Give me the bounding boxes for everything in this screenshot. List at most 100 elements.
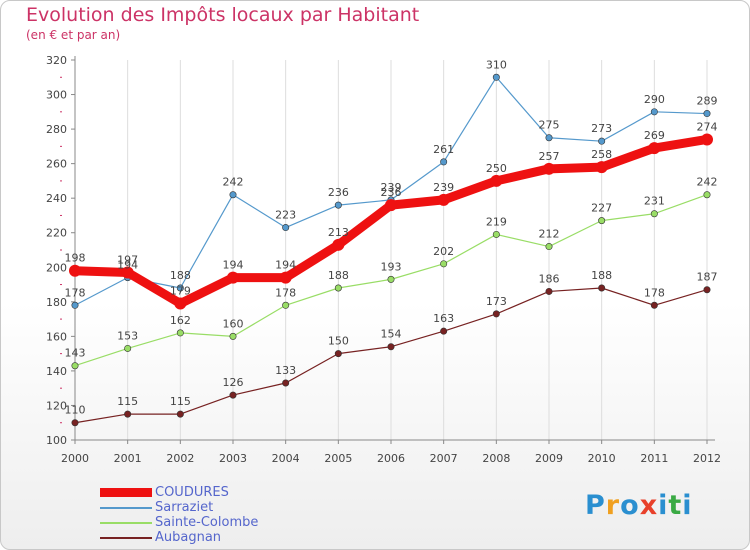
- x-tick-label: 2007: [430, 452, 458, 465]
- data-point: [69, 264, 81, 277]
- data-label: 242: [223, 176, 244, 189]
- legend-swatch: [100, 522, 152, 524]
- data-label: 178: [65, 286, 86, 299]
- y-tick-label: 260: [46, 158, 67, 171]
- data-label: 188: [170, 269, 191, 282]
- y-tick-label: 180: [46, 296, 67, 309]
- data-point: [595, 161, 608, 174]
- legend-label: Sainte-Colombe: [155, 515, 259, 530]
- data-point: [703, 286, 711, 294]
- data-point: [385, 199, 397, 212]
- data-point: [440, 158, 448, 166]
- x-tick-label: 2009: [535, 452, 563, 465]
- data-label: 188: [328, 269, 349, 282]
- data-label: 115: [170, 395, 191, 408]
- y-tick-label: 100: [46, 434, 67, 447]
- data-label: 202: [433, 245, 454, 258]
- data-label: 186: [539, 272, 560, 285]
- data-point: [650, 210, 658, 218]
- data-label: 227: [591, 202, 612, 215]
- data-point: [648, 142, 661, 155]
- data-point: [71, 362, 79, 370]
- data-point: [282, 301, 290, 309]
- x-tick-label: 2005: [324, 452, 352, 465]
- x-tick-label: 2001: [114, 452, 142, 465]
- y-tick-label: 240: [46, 192, 67, 205]
- data-label: 110: [65, 404, 86, 417]
- legend-swatch: [100, 488, 152, 497]
- data-label: 178: [275, 286, 296, 299]
- legend-label: Sarraziet: [155, 500, 214, 515]
- x-tick-label: 2012: [693, 452, 721, 465]
- data-label: 115: [117, 395, 138, 408]
- data-point: [71, 301, 79, 309]
- y-tick-label: 140: [46, 365, 67, 378]
- data-point: [440, 327, 448, 335]
- x-tick-label: 2011: [640, 452, 668, 465]
- y-tick-label: 220: [46, 227, 67, 240]
- data-label: 310: [486, 58, 507, 71]
- data-label: 261: [433, 143, 454, 156]
- data-label: 187: [697, 271, 718, 284]
- data-point: [229, 191, 237, 199]
- data-point: [492, 230, 500, 238]
- data-label: 188: [591, 269, 612, 282]
- data-point: [545, 134, 553, 142]
- logo-letter: P: [585, 490, 606, 521]
- data-label: 194: [223, 259, 244, 272]
- data-label: 194: [275, 259, 296, 272]
- logo-letter: i: [658, 490, 669, 521]
- data-point: [124, 410, 132, 418]
- x-tick-label: 2006: [377, 452, 405, 465]
- data-label: 194: [117, 259, 138, 272]
- data-point: [490, 174, 503, 187]
- data-point: [282, 224, 290, 232]
- data-point: [650, 108, 658, 116]
- data-label: 213: [328, 226, 349, 239]
- data-label: 179: [170, 285, 191, 298]
- y-tick-label: 160: [46, 330, 67, 343]
- data-point: [332, 238, 345, 251]
- logo-letter: o: [620, 490, 640, 521]
- y-tick-label: 300: [46, 89, 67, 102]
- legend-label: COUDURES: [155, 485, 229, 500]
- y-tick-label: 200: [46, 261, 67, 274]
- data-point: [598, 137, 606, 145]
- legend-swatch: [100, 507, 152, 509]
- data-point: [703, 191, 711, 199]
- logo-letter: x: [639, 490, 659, 521]
- data-point: [121, 266, 134, 279]
- data-label: 269: [644, 129, 665, 142]
- data-point: [176, 284, 184, 292]
- data-label: 242: [697, 176, 718, 189]
- logo-letter: i: [682, 490, 693, 521]
- y-tick-label: 320: [46, 54, 67, 67]
- data-label: 197: [117, 253, 138, 266]
- data-label: 273: [591, 122, 612, 135]
- data-point: [176, 410, 184, 418]
- data-label: 231: [644, 195, 665, 208]
- data-point: [71, 419, 79, 427]
- x-tick-label: 2004: [272, 452, 300, 465]
- data-point: [598, 284, 606, 292]
- data-label: 178: [644, 286, 665, 299]
- legend-label: Aubagnan: [155, 530, 222, 545]
- chart-subtitle: (en € et par an): [26, 28, 121, 42]
- data-point: [437, 193, 450, 206]
- data-label: 223: [275, 209, 296, 222]
- data-label: 236: [328, 186, 349, 199]
- data-label: 290: [644, 93, 665, 106]
- data-point: [227, 271, 239, 284]
- data-point: [334, 201, 342, 209]
- x-tick-label: 2010: [588, 452, 616, 465]
- data-label: 173: [486, 295, 507, 308]
- data-point: [650, 301, 658, 309]
- data-point: [440, 260, 448, 268]
- data-point: [492, 73, 500, 81]
- data-label: 153: [117, 329, 138, 342]
- data-point: [229, 391, 237, 399]
- logo-letter: r: [605, 490, 621, 521]
- data-label: 239: [381, 181, 402, 194]
- data-label: 258: [591, 148, 612, 161]
